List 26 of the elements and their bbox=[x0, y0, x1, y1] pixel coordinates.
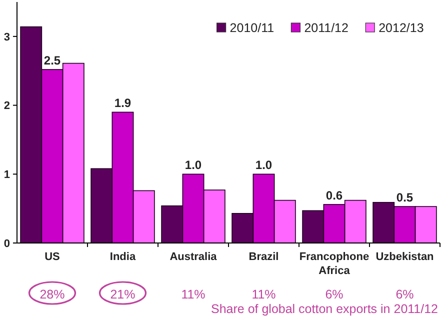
data-label: 1.0 bbox=[184, 158, 202, 172]
data-label: 2.5 bbox=[44, 53, 61, 68]
x-tick-label: Brazil bbox=[248, 251, 279, 263]
data-label: 1.0 bbox=[255, 158, 272, 172]
data-label: 0.5 bbox=[396, 190, 414, 205]
y-tick-label: 1 bbox=[4, 168, 10, 181]
text: Share of global cotton exports in 2011/12 bbox=[210, 302, 438, 316]
data-label: 1.9 bbox=[114, 96, 132, 110]
y-tick-label: 3 bbox=[4, 31, 10, 44]
text: 11% bbox=[252, 287, 276, 302]
x-tick-label: US bbox=[44, 251, 60, 263]
text: 11% bbox=[181, 287, 206, 302]
y-tick-label: 0 bbox=[4, 238, 10, 250]
legend-label: 2011/12 bbox=[304, 21, 349, 35]
y-tick-label: 2 bbox=[4, 100, 10, 112]
text: 28% bbox=[40, 287, 65, 302]
text: 6% bbox=[396, 287, 414, 302]
data-label: 0.6 bbox=[326, 188, 343, 202]
text: 21% bbox=[110, 287, 136, 302]
legend-label: 2012/13 bbox=[378, 21, 424, 35]
x-tick-label: India bbox=[110, 251, 136, 263]
x-tick-label: Uzbekistan bbox=[376, 251, 434, 263]
x-tick-label: Francophone Africa bbox=[299, 251, 370, 277]
legend-label: 2010/11 bbox=[230, 21, 274, 35]
x-tick-label: Australia bbox=[170, 251, 218, 263]
text: 6% bbox=[325, 287, 344, 302]
